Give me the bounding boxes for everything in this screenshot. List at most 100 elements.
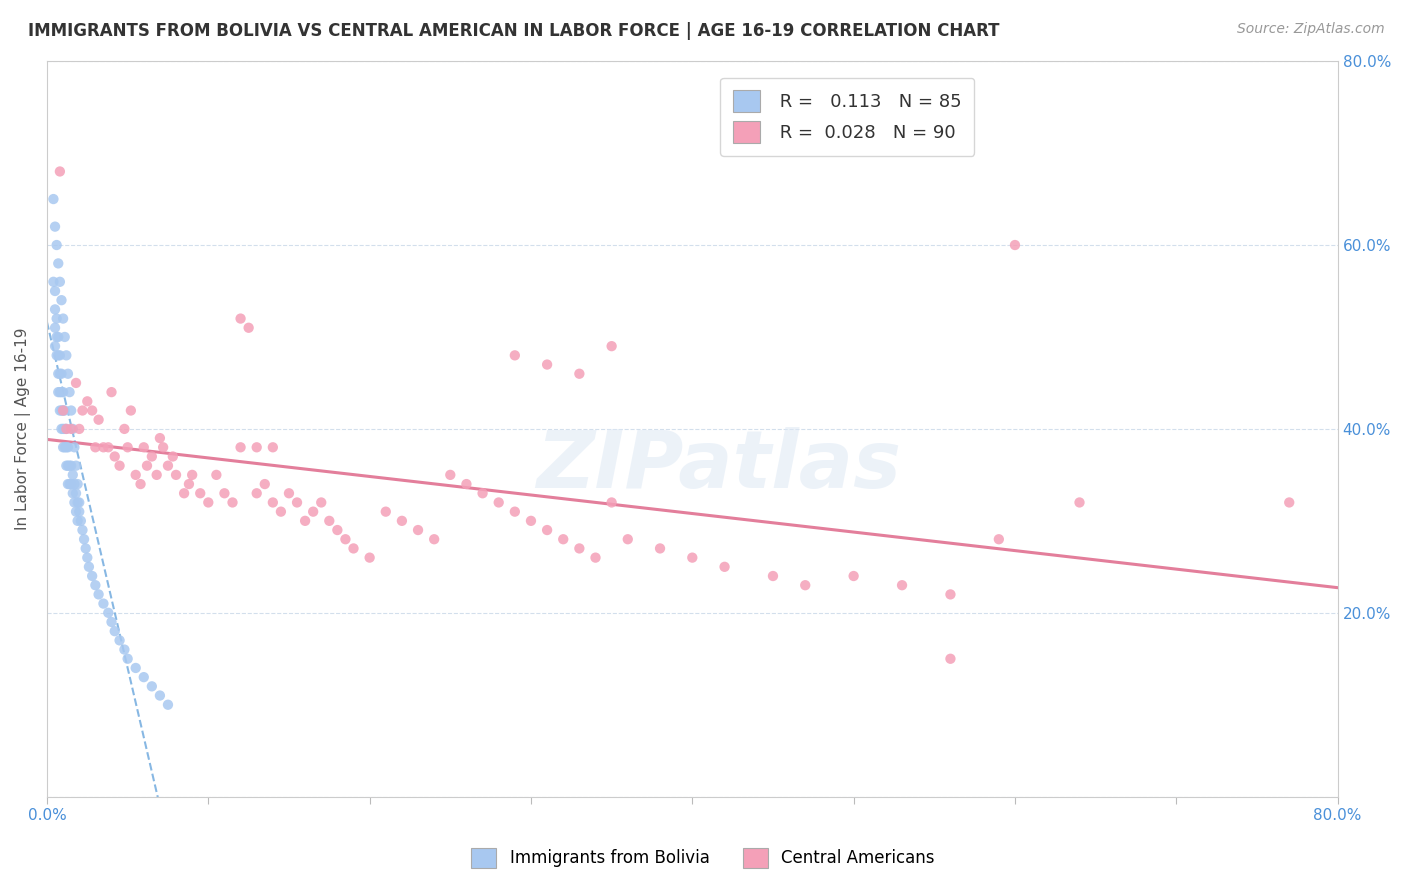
Point bbox=[125, 661, 148, 675]
Point bbox=[173, 486, 195, 500]
Point bbox=[503, 348, 526, 362]
Point bbox=[45, 311, 67, 326]
Point bbox=[60, 403, 83, 417]
Point bbox=[253, 477, 276, 491]
Point bbox=[600, 339, 623, 353]
Point bbox=[285, 495, 308, 509]
Point bbox=[406, 523, 429, 537]
Point bbox=[117, 440, 139, 454]
Point bbox=[51, 367, 73, 381]
Point bbox=[152, 440, 174, 454]
Point bbox=[44, 219, 66, 234]
Point bbox=[104, 450, 127, 464]
Legend:  R =   0.113   N = 85,  R =  0.028   N = 90: R = 0.113 N = 85, R = 0.028 N = 90 bbox=[720, 78, 974, 156]
Point bbox=[648, 541, 671, 556]
Point bbox=[45, 238, 67, 252]
Point bbox=[56, 458, 79, 473]
Point bbox=[56, 440, 79, 454]
Point bbox=[713, 559, 735, 574]
Point bbox=[335, 533, 357, 547]
Point bbox=[41, 36, 63, 50]
Point bbox=[112, 422, 135, 436]
Point bbox=[46, 330, 69, 344]
Point bbox=[214, 486, 236, 500]
Point bbox=[73, 533, 96, 547]
Point bbox=[302, 505, 325, 519]
Point bbox=[229, 440, 252, 454]
Point bbox=[246, 440, 269, 454]
Point bbox=[1069, 495, 1091, 509]
Point bbox=[75, 541, 97, 556]
Point bbox=[600, 495, 623, 509]
Point bbox=[471, 486, 494, 500]
Point bbox=[42, 275, 65, 289]
Point bbox=[585, 550, 607, 565]
Point bbox=[60, 477, 83, 491]
Point bbox=[117, 652, 139, 666]
Point bbox=[97, 440, 120, 454]
Point bbox=[1004, 238, 1026, 252]
Point bbox=[568, 541, 591, 556]
Point bbox=[391, 514, 413, 528]
Point bbox=[246, 486, 269, 500]
Point bbox=[55, 422, 77, 436]
Legend: Immigrants from Bolivia, Central Americans: Immigrants from Bolivia, Central America… bbox=[464, 841, 942, 875]
Point bbox=[62, 467, 84, 482]
Point bbox=[58, 477, 80, 491]
Point bbox=[52, 403, 75, 417]
Point bbox=[52, 403, 75, 417]
Point bbox=[72, 523, 94, 537]
Point bbox=[616, 533, 638, 547]
Y-axis label: In Labor Force | Age 16-19: In Labor Force | Age 16-19 bbox=[15, 327, 31, 530]
Point bbox=[141, 679, 163, 693]
Point bbox=[52, 422, 75, 436]
Point bbox=[488, 495, 510, 509]
Point bbox=[49, 275, 72, 289]
Point bbox=[76, 394, 98, 409]
Point bbox=[197, 495, 219, 509]
Point bbox=[67, 505, 90, 519]
Point bbox=[65, 458, 87, 473]
Point bbox=[205, 467, 228, 482]
Point bbox=[939, 587, 962, 601]
Point bbox=[891, 578, 914, 592]
Point bbox=[188, 486, 211, 500]
Point bbox=[52, 440, 75, 454]
Point bbox=[51, 385, 73, 400]
Point bbox=[46, 367, 69, 381]
Point bbox=[93, 440, 115, 454]
Point bbox=[49, 385, 72, 400]
Point bbox=[181, 467, 204, 482]
Point bbox=[66, 477, 89, 491]
Point bbox=[262, 495, 284, 509]
Point bbox=[794, 578, 817, 592]
Point bbox=[165, 467, 187, 482]
Point bbox=[46, 348, 69, 362]
Point bbox=[49, 348, 72, 362]
Point bbox=[294, 514, 316, 528]
Point bbox=[132, 670, 155, 684]
Point bbox=[62, 422, 84, 436]
Point bbox=[141, 450, 163, 464]
Point bbox=[55, 348, 77, 362]
Point bbox=[45, 330, 67, 344]
Point bbox=[52, 311, 75, 326]
Point bbox=[63, 477, 86, 491]
Point bbox=[762, 569, 785, 583]
Point bbox=[112, 642, 135, 657]
Point bbox=[70, 514, 93, 528]
Point bbox=[149, 431, 172, 445]
Point bbox=[51, 403, 73, 417]
Point bbox=[60, 458, 83, 473]
Text: Source: ZipAtlas.com: Source: ZipAtlas.com bbox=[1237, 22, 1385, 37]
Point bbox=[84, 578, 107, 592]
Point bbox=[104, 624, 127, 639]
Point bbox=[136, 458, 159, 473]
Point bbox=[66, 495, 89, 509]
Point bbox=[987, 533, 1010, 547]
Point bbox=[53, 403, 76, 417]
Point bbox=[67, 495, 90, 509]
Point bbox=[125, 467, 148, 482]
Point bbox=[439, 467, 461, 482]
Point bbox=[156, 698, 179, 712]
